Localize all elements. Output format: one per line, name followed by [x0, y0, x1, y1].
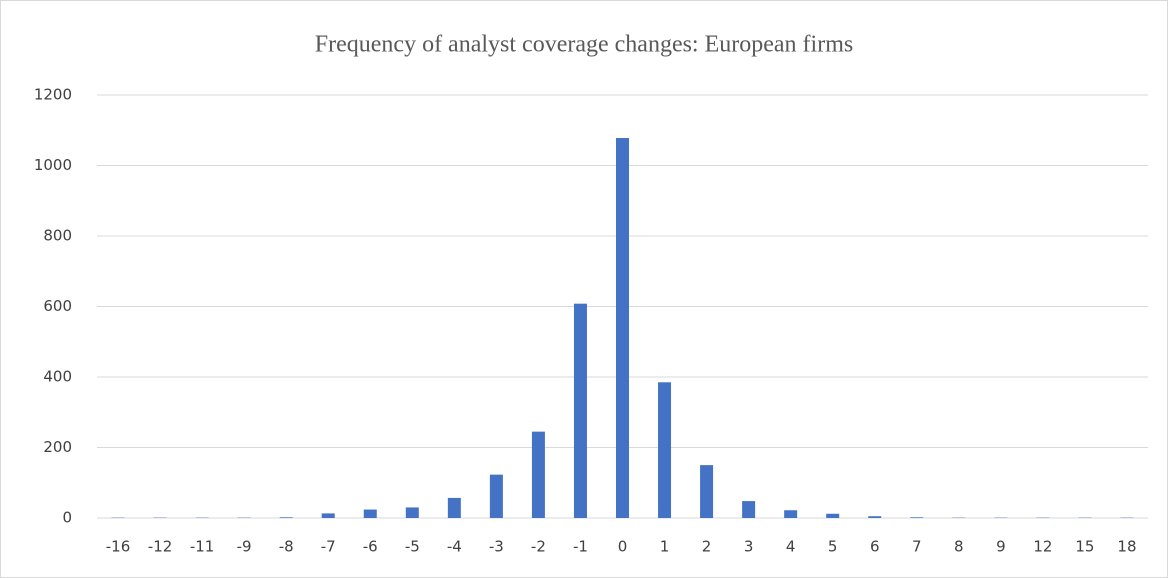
x-tick-label: 0 — [618, 538, 628, 556]
x-tick-label: -3 — [489, 538, 504, 556]
x-tick-label: 8 — [954, 538, 964, 556]
x-tick-label: 6 — [870, 538, 880, 556]
x-tick-label: -1 — [573, 538, 588, 556]
x-tick-label: 18 — [1117, 538, 1136, 556]
bar — [279, 517, 293, 518]
y-tick-label: 800 — [43, 227, 72, 245]
bar — [616, 138, 629, 518]
x-tick-label: -9 — [237, 538, 252, 556]
chart-title: Frequency of analyst coverage changes: E… — [315, 32, 853, 58]
bar — [910, 517, 924, 518]
y-tick-label: 0 — [62, 509, 72, 527]
x-tick-label: 5 — [828, 538, 838, 556]
x-tick-label: -4 — [447, 538, 462, 556]
bar — [405, 507, 419, 518]
x-tick-label: 4 — [786, 538, 796, 556]
x-tick-label: -12 — [148, 538, 173, 556]
x-tick-label: -5 — [405, 538, 420, 556]
bar — [700, 465, 714, 518]
y-tick-label: 200 — [43, 438, 72, 456]
x-tick-label: 1 — [660, 538, 670, 556]
x-tick-label: 3 — [744, 538, 754, 556]
x-tick-label: 7 — [912, 538, 922, 556]
y-tick-label: 600 — [43, 297, 72, 315]
x-tick-label: -2 — [531, 538, 546, 556]
bar — [447, 497, 461, 518]
bar — [573, 303, 587, 518]
x-tick-label: -6 — [363, 538, 378, 556]
bar — [531, 431, 545, 518]
x-tick-label: 2 — [702, 538, 712, 556]
x-tick-label: 12 — [1033, 538, 1052, 556]
y-tick-label: 1200 — [34, 86, 72, 104]
bar — [363, 509, 377, 518]
x-tick-label: -7 — [321, 538, 336, 556]
x-tick-label: -8 — [279, 538, 294, 556]
x-tick-label: 15 — [1075, 538, 1094, 556]
x-tick-label: 9 — [996, 538, 1006, 556]
bar — [321, 513, 335, 518]
x-tick-label: -11 — [190, 538, 215, 556]
x-tick-label: -16 — [106, 538, 131, 556]
bar — [489, 474, 503, 518]
bar — [658, 382, 672, 518]
y-tick-label: 400 — [43, 368, 72, 386]
bar — [826, 513, 840, 518]
bar — [784, 510, 798, 518]
bar — [742, 501, 756, 518]
y-tick-label: 1000 — [34, 156, 72, 174]
bar — [868, 516, 882, 518]
